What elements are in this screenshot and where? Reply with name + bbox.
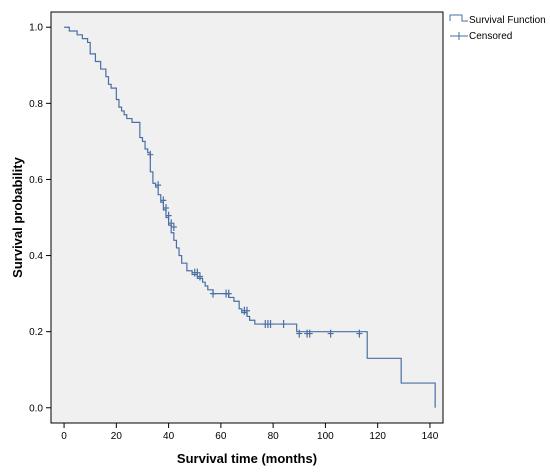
censored-marker [160, 196, 167, 205]
censored-marker [170, 223, 177, 232]
plot-area [50, 11, 444, 424]
x-tick-label: 100 [317, 431, 334, 442]
y-tick-label: 0.6 [29, 175, 43, 186]
censored-marker [168, 219, 175, 228]
legend-item-censored: Censored [450, 31, 512, 42]
x-axis: 0 20 40 60 80 100 120 140 [61, 423, 439, 442]
y-tick-label: 0.4 [29, 251, 43, 262]
legend-step-symbol [449, 14, 468, 22]
legend-label-censored: Censored [469, 31, 512, 42]
y-tick-label: 1.0 [29, 23, 43, 34]
censored-marker [194, 268, 201, 277]
x-tick-label: 20 [111, 431, 123, 442]
legend-item-survival-function: Survival Function [449, 14, 546, 26]
censored-marker [155, 181, 162, 190]
censored-marker [306, 329, 313, 338]
y-tick-label: 0.0 [29, 403, 43, 414]
x-tick-label: 40 [163, 431, 175, 442]
censored-marker [210, 289, 217, 298]
y-tick-label: 0.2 [29, 327, 43, 338]
censored-marker [162, 203, 169, 212]
x-tick-label: 120 [369, 431, 386, 442]
censored-marker [296, 329, 303, 338]
y-axis-title: Survival probability [10, 156, 25, 277]
legend-censor-symbol [450, 32, 468, 40]
x-tick-label: 140 [422, 431, 439, 442]
x-tick-label: 80 [268, 431, 280, 442]
censored-marker [267, 320, 274, 329]
x-tick-label: 60 [215, 431, 227, 442]
censored-marker [196, 272, 203, 281]
censored-marker [356, 329, 363, 338]
survival-function-line [64, 26, 436, 408]
censored-marker [165, 211, 172, 220]
legend: Survival Function Censored [449, 14, 546, 42]
censored-marker [327, 329, 334, 338]
x-axis-title: Survival time (months) [177, 451, 317, 466]
y-tick-label: 0.8 [29, 99, 43, 110]
censored-marker [244, 306, 250, 315]
censored-marker [147, 150, 154, 159]
y-axis: 0.0 0.2 0.4 0.6 0.8 1.0 [29, 23, 51, 414]
series-layer [64, 26, 436, 408]
censored-marker [225, 289, 232, 298]
x-tick-label: 0 [61, 431, 67, 442]
legend-label-survival-function: Survival Function [469, 15, 546, 26]
censored-marker [280, 320, 287, 329]
